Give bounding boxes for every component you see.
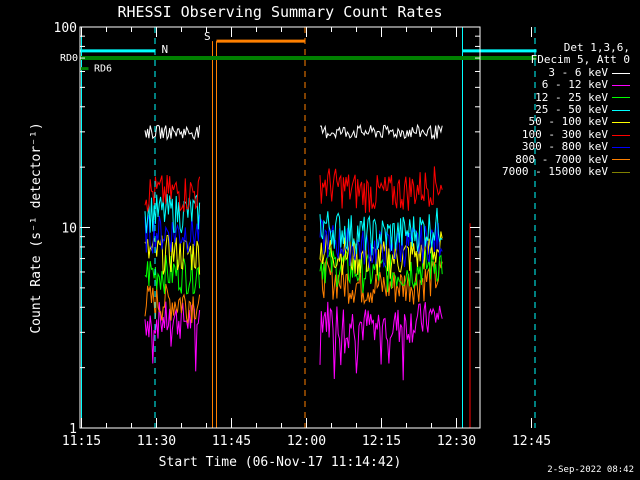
legend-swatch [612, 171, 630, 173]
s-flag-label: S [204, 30, 211, 43]
legend-entry-1: 3 - 6 keV [478, 65, 630, 79]
legend: Det 1,3,6, FDecim 5, Att 0 3 - 6 keV 6 - … [478, 41, 630, 179]
legend-entry-3: 12 - 25 keV [478, 90, 630, 104]
chart-title: RHESSI Observing Summary Count Rates [117, 3, 442, 21]
series-trace-2-segment-1 [144, 301, 201, 372]
legend-entry-4: 25 - 50 keV [478, 103, 630, 117]
series-trace-1-segment-2 [319, 123, 443, 141]
x-tick-label-7: 12:45 [512, 434, 551, 449]
x-tick-label-4: 12:00 [287, 434, 326, 449]
legend-label: 100 - 300 keV [521, 127, 608, 141]
legend-swatch [612, 159, 630, 161]
x-tick-label-6: 12:30 [437, 434, 476, 449]
legend-entry-8: 800 - 7000 keV [478, 152, 630, 166]
y-tick-label-1: 1 [69, 422, 77, 437]
legend-swatch [612, 97, 630, 99]
series-trace-6-segment-1 [144, 174, 201, 212]
legend-entry-6: 100 - 300 keV [478, 127, 630, 141]
series-trace-1-segment-1 [144, 124, 201, 141]
y-tick-label-2: 10 [61, 222, 77, 237]
legend-header-1: Det 1,3,6, [563, 41, 630, 54]
legend-swatch [612, 109, 630, 111]
legend-swatch [612, 72, 630, 74]
legend-entry-5: 50 - 100 keV [478, 116, 630, 128]
legend-label: 7000 - 15000 keV [502, 165, 608, 179]
legend-entry-7: 300 - 800 keV [478, 140, 630, 154]
series-trace-4-segment-2 [319, 207, 443, 256]
legend-label: 6 - 12 keV [541, 78, 608, 92]
series-trace-3-segment-2 [319, 247, 443, 294]
n-flag-label: N [162, 43, 169, 56]
legend-entry-2: 6 - 12 keV [478, 78, 630, 92]
series-trace-2-segment-2 [319, 301, 443, 381]
legend-label: 50 - 100 keV [528, 115, 608, 129]
legend-label: 25 - 50 keV [535, 103, 608, 117]
x-tick-label-1: 11:15 [62, 434, 101, 449]
rd6-flag-label: RD6 [94, 64, 112, 75]
legend-label: 12 - 25 keV [535, 90, 608, 104]
series-trace-7-segment-1 [144, 214, 201, 254]
y-axis-label: Count Rate (s⁻¹ detector⁻¹) [29, 122, 44, 333]
legend-swatch [612, 122, 630, 124]
series-trace-3-segment-1 [144, 254, 201, 295]
rd0-flag-label: RD0 [60, 53, 78, 64]
legend-label: 3 - 6 keV [548, 65, 608, 79]
x-tick-label-3: 11:45 [212, 434, 251, 449]
series-trace-8-segment-1 [144, 283, 201, 324]
x-tick-label-2: 11:30 [137, 434, 176, 449]
legend-entry-9: 7000 - 15000 keV [478, 165, 630, 179]
legend-swatch [612, 84, 630, 86]
generation-timestamp: 2-Sep-2022 08:42 [547, 465, 634, 475]
legend-label: 800 - 7000 keV [515, 152, 608, 166]
legend-swatch [612, 134, 630, 136]
series-trace-4-segment-1 [144, 194, 201, 234]
legend-header-2: FDecim 5, Att 0 [530, 53, 630, 67]
x-tick-label-5: 12:15 [362, 434, 401, 449]
x-axis-label: Start Time (06-Nov-17 11:14:42) [159, 455, 402, 470]
legend-label: 300 - 800 keV [521, 140, 608, 154]
legend-swatch [612, 146, 630, 148]
series-trace-5-segment-1 [144, 234, 201, 275]
y-tick-label-3: 100 [54, 21, 77, 36]
series-trace-6-segment-2 [319, 166, 443, 213]
